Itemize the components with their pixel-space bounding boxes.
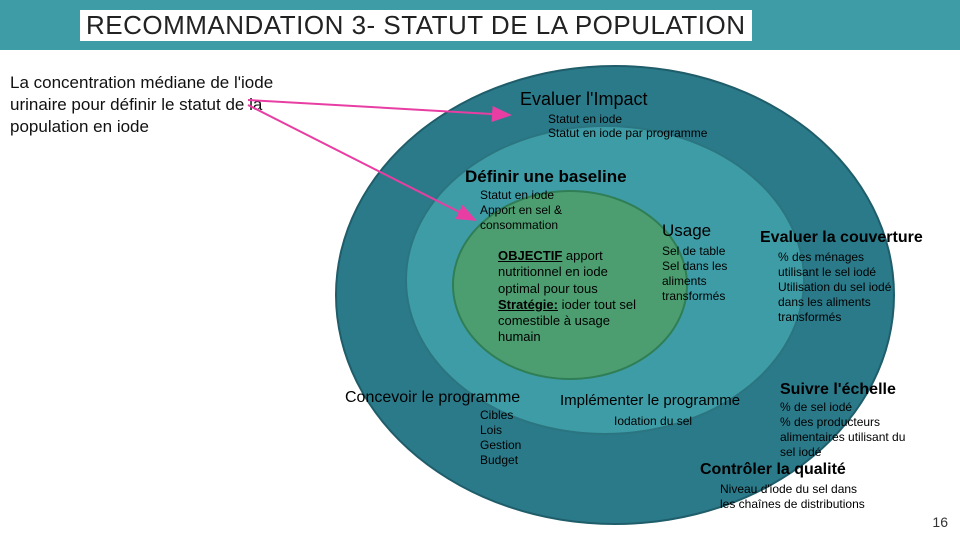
label-suivre: Suivre l'échelle — [780, 380, 896, 400]
label-suivre-sub: % de sel iodé % des producteurs alimenta… — [780, 400, 910, 460]
label-objectif: OBJECTIF apport nutritionnel en iode opt… — [498, 248, 638, 346]
label-impact-sub2: Statut en iode par programme — [548, 126, 707, 141]
label-usage-sub: Sel de table Sel dans les aliments trans… — [662, 244, 752, 304]
label-controler-sub: Niveau d'iode du sel dans les chaînes de… — [720, 482, 870, 512]
label-impact-sub1: Statut en iode — [548, 112, 622, 127]
label-usage: Usage — [662, 220, 711, 241]
side-note: La concentration médiane de l'iode urina… — [10, 72, 300, 138]
label-couverture: Evaluer la couverture — [760, 228, 923, 248]
page-title: RECOMMANDATION 3- STATUT DE LA POPULATIO… — [80, 10, 752, 41]
label-baseline-sub: Statut en iode Apport en sel & consommat… — [480, 188, 590, 233]
label-implementer: Implémenter le programme — [560, 392, 740, 411]
label-evaluer-impact: Evaluer l'Impact — [520, 88, 648, 111]
label-controler: Contrôler la qualité — [700, 460, 846, 480]
label-implementer-sub: Iodation du sel — [614, 414, 692, 429]
label-baseline: Définir une baseline — [465, 166, 627, 187]
label-concevoir-sub: Cibles Lois Gestion Budget — [480, 408, 550, 468]
page-number: 16 — [932, 514, 948, 530]
label-concevoir: Concevoir le programme — [345, 388, 520, 408]
label-couverture-sub: % des ménages utilisant le sel iodé Util… — [778, 250, 898, 325]
